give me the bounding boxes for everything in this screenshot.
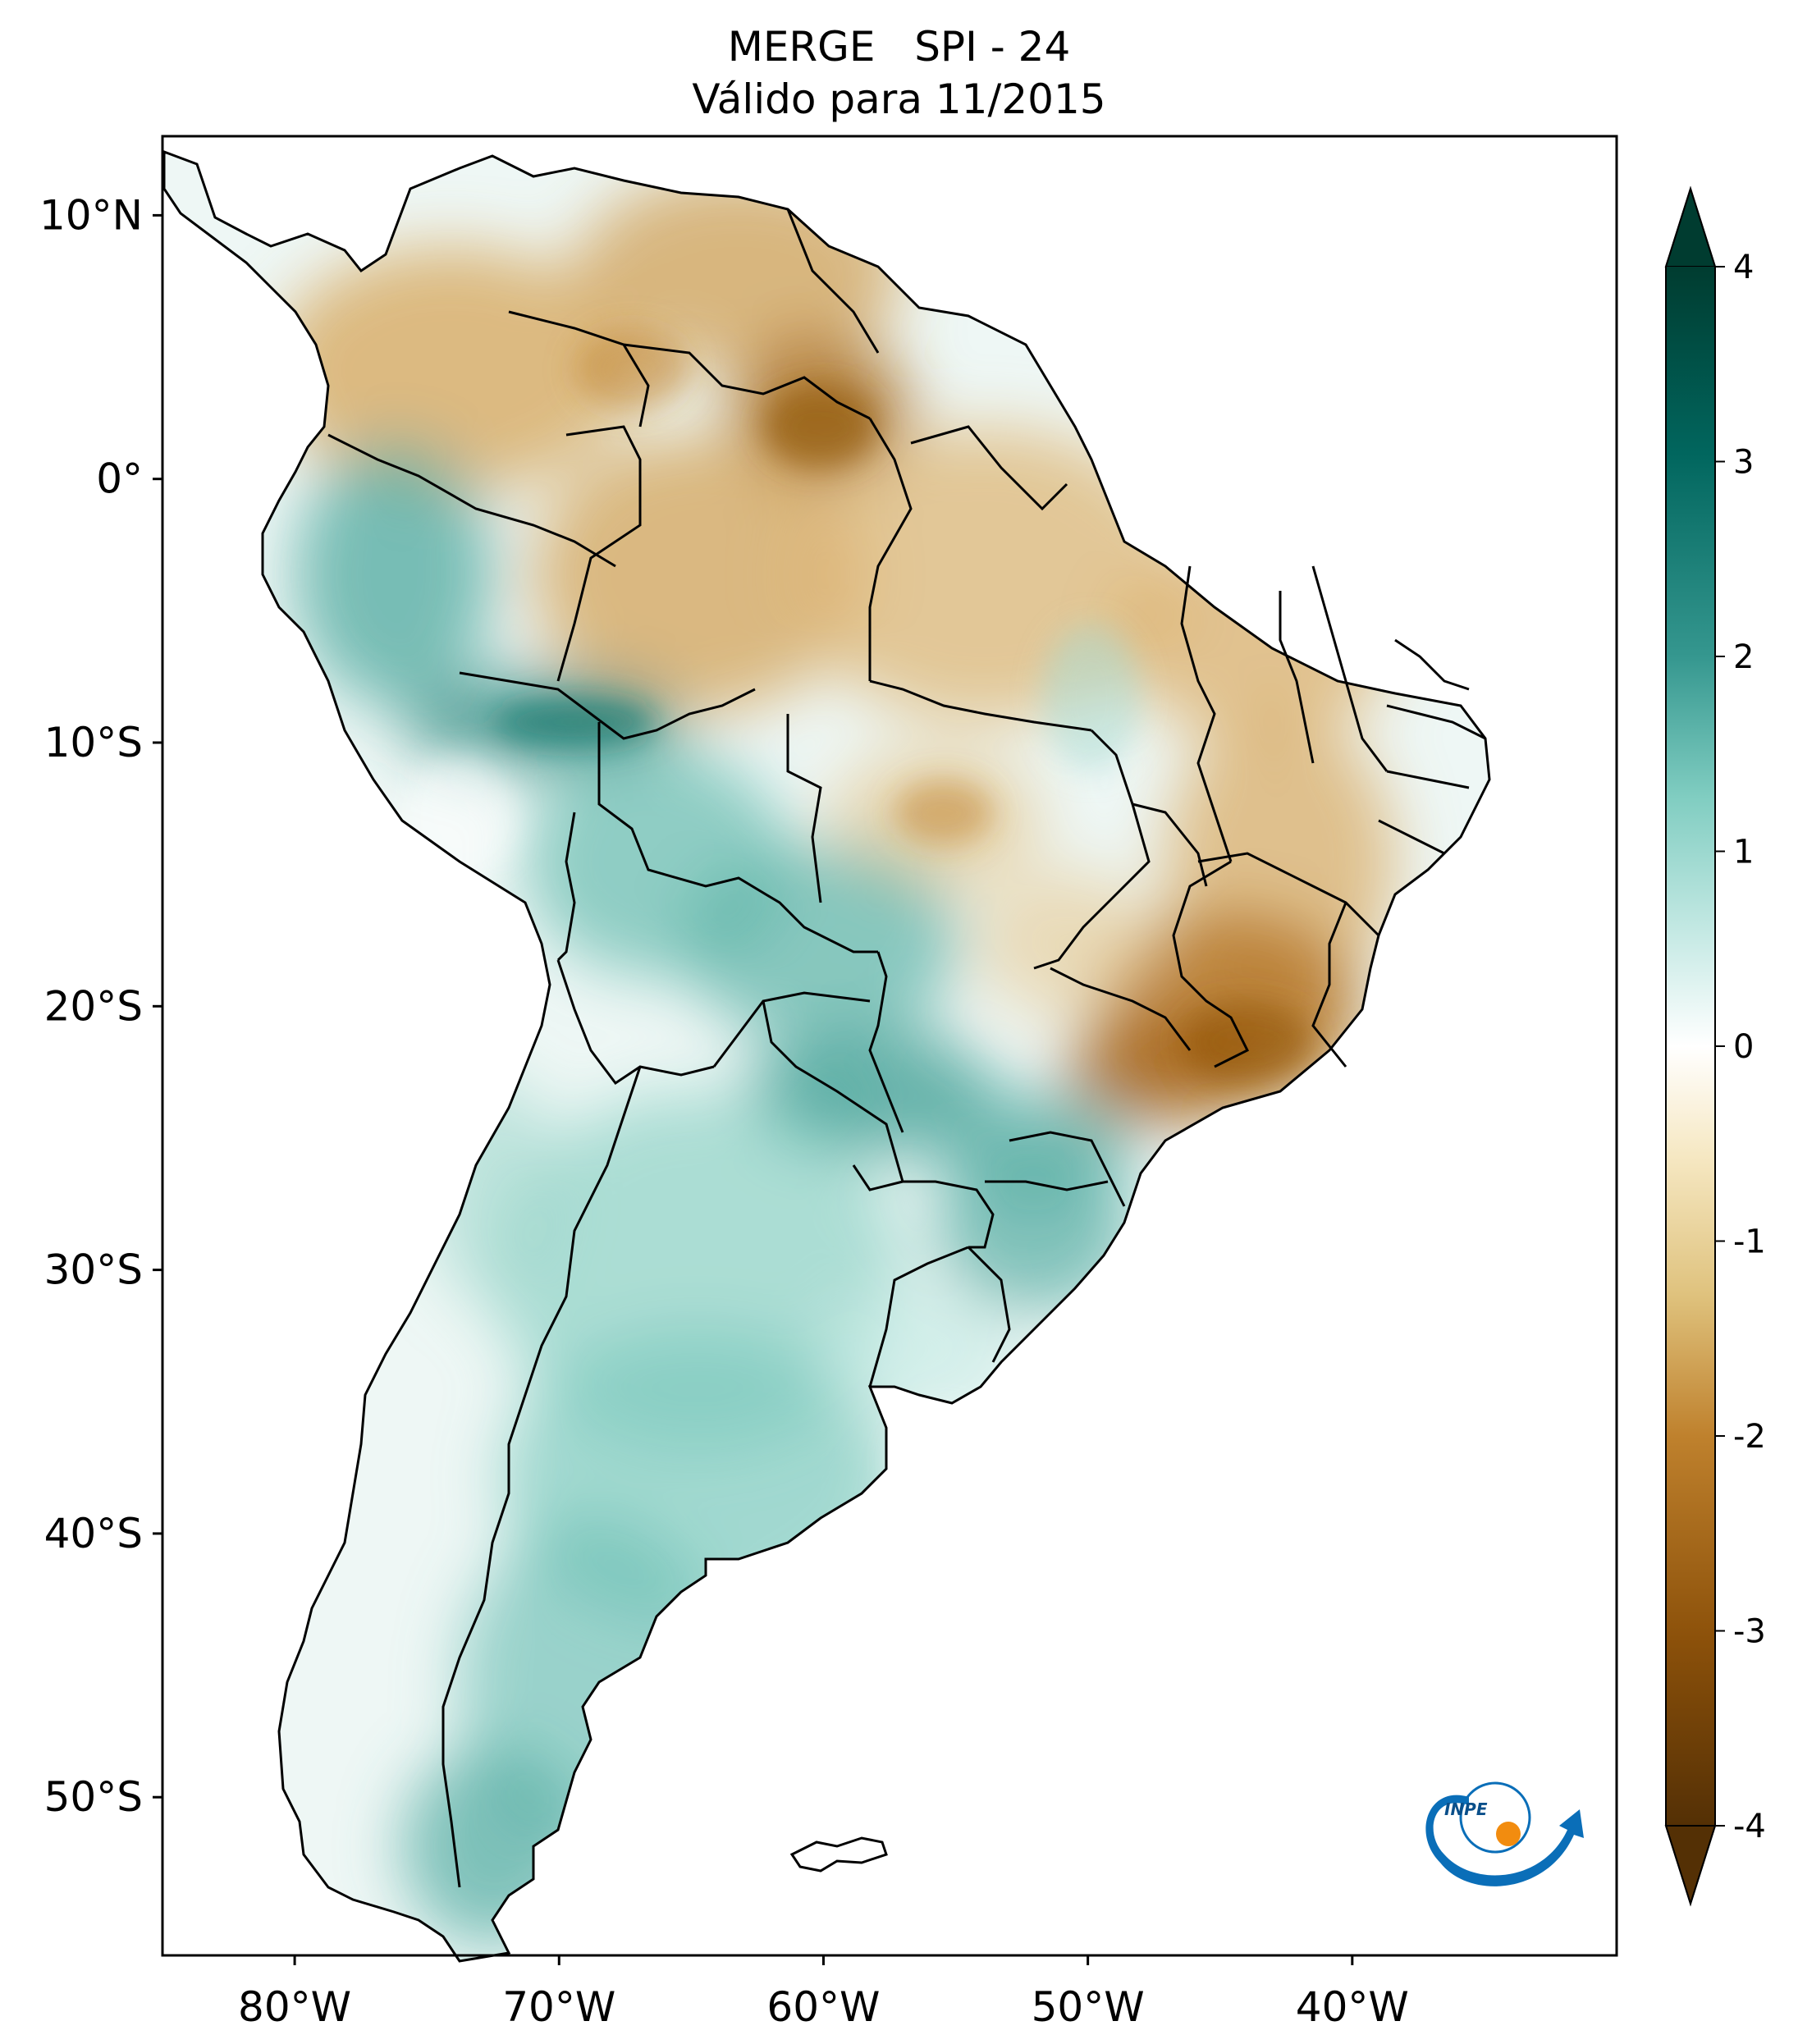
longitude-axis: 80°W 70°W 60°W 50°W 40°W (238, 1955, 1409, 2031)
colorbar-tick-label: -2 (1733, 1418, 1766, 1456)
colorbar: 4 3 2 1 0 -1 -2 -3 -4 (1664, 185, 1766, 1907)
falkland-islands (789, 1836, 888, 1873)
map-title: MERGE SPI - 24 Válido para 11/2015 (0, 21, 1798, 126)
title-line-2: Válido para 11/2015 (692, 75, 1106, 123)
colorbar-tick-label: 0 (1733, 1028, 1754, 1066)
lat-tick-label: 30°S (44, 1246, 143, 1294)
colorbar-tick-label: -4 (1733, 1808, 1766, 1845)
colorbar-gradient (1666, 267, 1715, 1826)
title-line-1: MERGE SPI - 24 (727, 23, 1071, 71)
lon-tick-label: 80°W (238, 1983, 351, 2031)
logo-orbit (1459, 1781, 1531, 1854)
inpe-logo: INPE (1425, 1781, 1584, 1886)
political-borders (327, 208, 1486, 1888)
logo-arrow (1425, 1795, 1584, 1886)
colorbar-tick-label: 2 (1733, 638, 1754, 676)
colorbar-tick-label: 3 (1733, 444, 1754, 482)
lat-tick-label: 40°S (44, 1510, 143, 1557)
lat-tick-label: 50°S (44, 1773, 143, 1821)
colorbar-tick-label: 1 (1733, 834, 1754, 871)
colorbar-extend-max (1664, 185, 1717, 268)
latitude-axis: 10°N 0° 10°S 20°S 30°S 40°S 50°S (39, 191, 162, 1821)
colorbar-extend-min (1664, 1825, 1717, 1907)
logo-text: INPE (1444, 1799, 1488, 1819)
colorbar-tick-label: -1 (1733, 1223, 1766, 1261)
logo-dot (1496, 1822, 1521, 1846)
lat-tick-label: 10°N (39, 191, 143, 239)
lat-tick-label: 0° (96, 455, 143, 503)
lon-tick-label: 70°W (502, 1983, 615, 2031)
map-frame (161, 135, 1618, 1957)
colorbar-tick-label: -3 (1733, 1613, 1766, 1651)
lon-tick-label: 40°W (1296, 1983, 1409, 2031)
lat-tick-label: 10°S (44, 719, 143, 766)
lon-tick-label: 60°W (766, 1983, 880, 2031)
colorbar-tick-label: 4 (1733, 249, 1754, 286)
lon-tick-label: 50°W (1032, 1983, 1145, 2031)
lat-tick-label: 20°S (44, 982, 143, 1030)
